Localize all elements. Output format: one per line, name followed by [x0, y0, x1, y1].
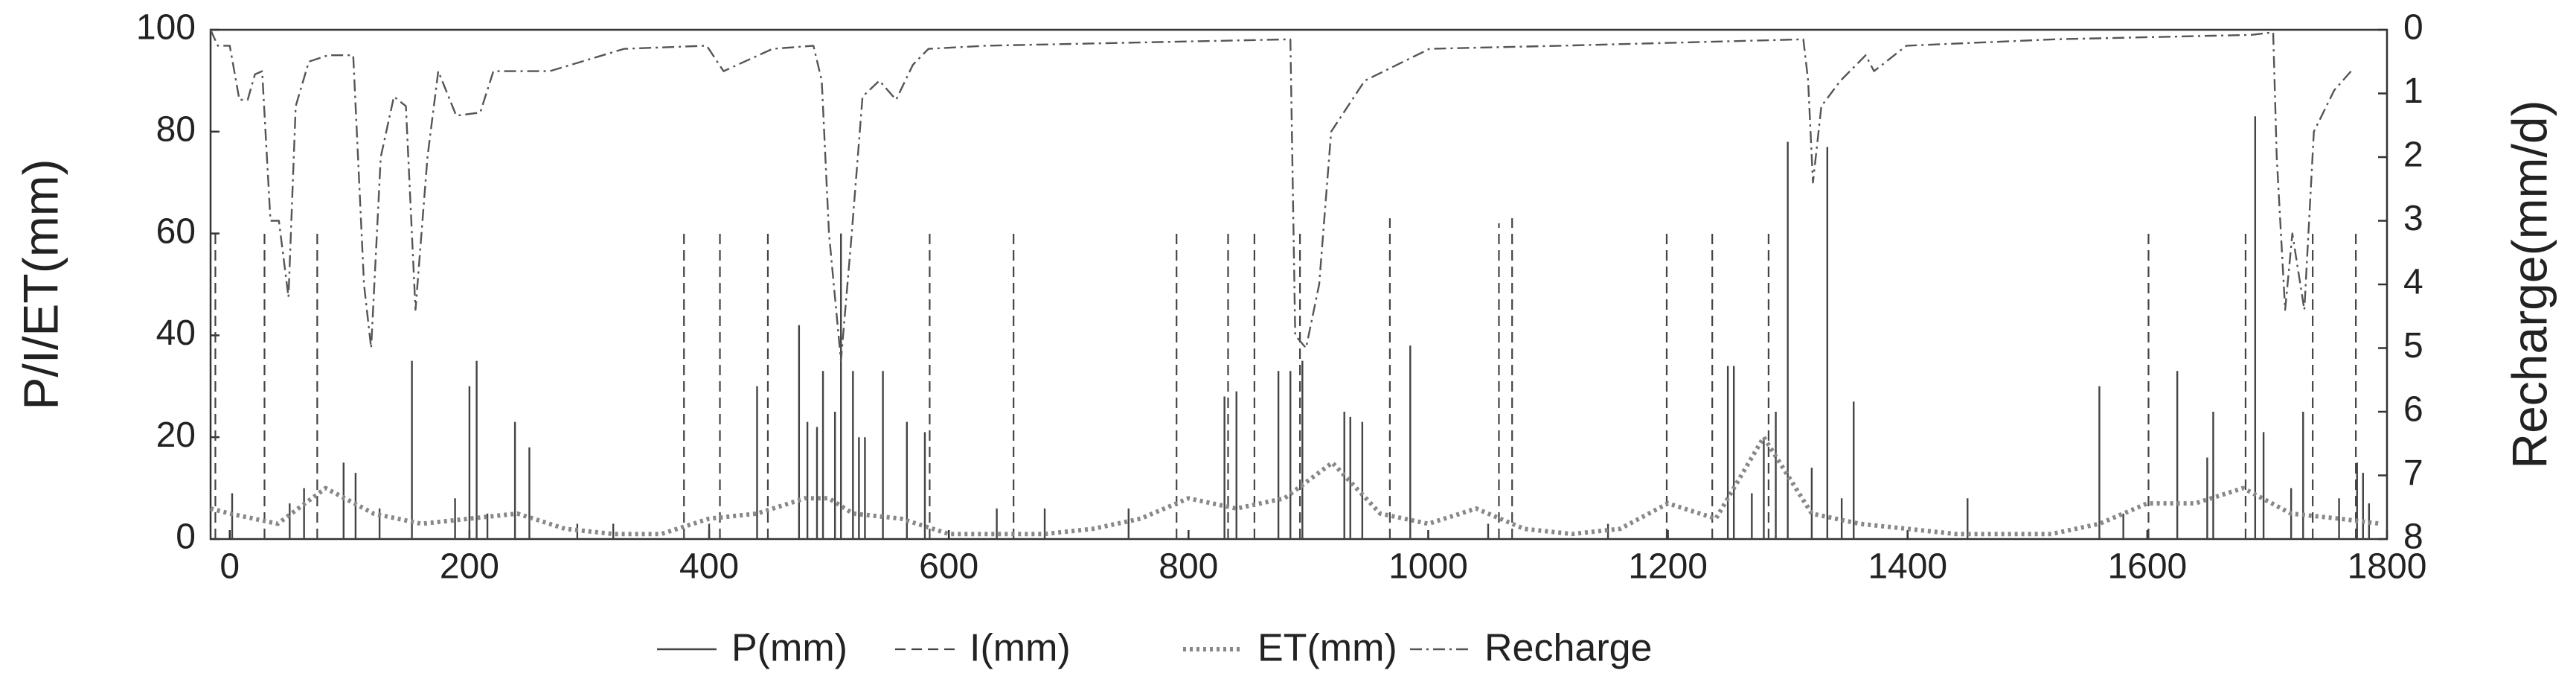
- y-tick-label: 80: [156, 109, 196, 149]
- y2-tick-label: 0: [2403, 8, 2423, 48]
- y-tick-label: 40: [156, 313, 196, 353]
- y2-tick-label: 3: [2403, 199, 2423, 238]
- y2-tick-label: 5: [2403, 326, 2423, 366]
- y2-tick-label: 8: [2403, 517, 2423, 557]
- x-tick-label: 1200: [1628, 547, 1708, 587]
- x-tick-label: 1400: [1868, 547, 1947, 587]
- legend-label: ET(mm): [1257, 627, 1397, 670]
- y2-axis-label: Recharge(mm/d): [2502, 100, 2557, 468]
- y2-tick-label: 4: [2403, 263, 2423, 302]
- legend-label: I(mm): [970, 627, 1071, 670]
- x-tick-label: 200: [440, 547, 499, 587]
- y2-tick-label: 7: [2403, 453, 2423, 493]
- legend-label: Recharge: [1484, 627, 1652, 670]
- legend-label: P(mm): [731, 627, 848, 670]
- series-line: [209, 29, 2352, 362]
- x-tick-label: 400: [679, 547, 739, 587]
- series-line: [210, 435, 2382, 537]
- y-tick-label: 0: [176, 517, 196, 557]
- x-tick-label: 800: [1159, 547, 1218, 587]
- y-tick-label: 20: [156, 415, 196, 455]
- y-axis-label: P/I/ET(mm): [13, 159, 68, 409]
- plot-frame: [209, 28, 2388, 541]
- y-tick-label: 60: [156, 211, 196, 251]
- x-tick-label: 0: [220, 547, 240, 587]
- x-tick-label: 600: [919, 547, 978, 587]
- x-tick-label: 1000: [1388, 547, 1468, 587]
- y2-tick-label: 6: [2403, 390, 2423, 430]
- y2-tick-label: 1: [2403, 71, 2423, 111]
- y-tick-label: 100: [136, 8, 196, 48]
- y2-tick-label: 2: [2403, 136, 2423, 175]
- x-tick-label: 1800: [2348, 547, 2427, 587]
- x-tick-label: 1600: [2107, 547, 2187, 587]
